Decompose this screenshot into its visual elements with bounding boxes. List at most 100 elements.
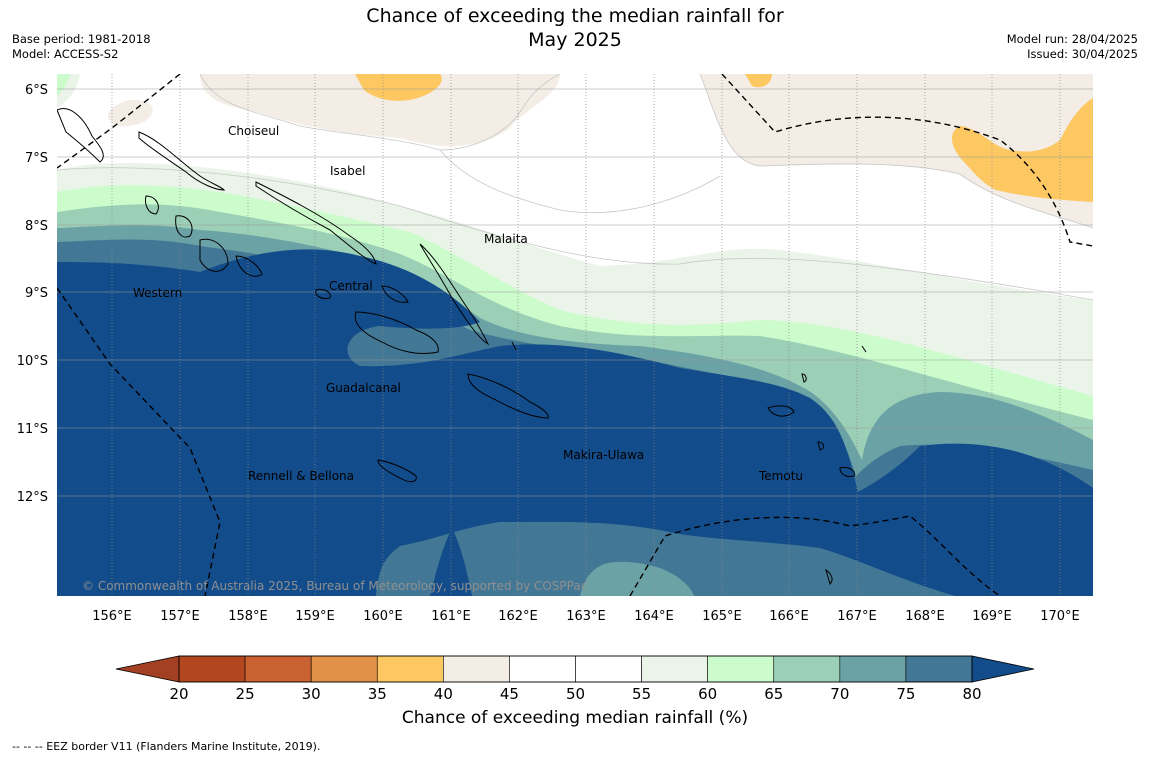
colorbar-swatch (773, 655, 841, 683)
colorbar-tick-label: 60 (698, 685, 717, 703)
colorbar-tick-label: 25 (236, 685, 255, 703)
model-text: Model: ACCESS-S2 (12, 47, 119, 61)
island-new-georgia-b (199, 238, 229, 272)
colorbar-swatch (839, 655, 907, 683)
colorbar-swatch (310, 655, 378, 683)
contour-lines (57, 74, 1093, 301)
title-line-1: Chance of exceeding the median rainfall … (366, 5, 784, 27)
colorbar-swatch (244, 655, 312, 683)
lon-label: 157°E (160, 609, 200, 624)
lat-label: 11°S (17, 422, 48, 437)
colorbar-swatch (905, 655, 973, 683)
colorbar-tick-label: 65 (764, 685, 783, 703)
island-vanikoro (839, 467, 855, 477)
island-isabel (255, 181, 377, 265)
lon-label: 163°E (566, 609, 606, 624)
colorbar-swatch (376, 655, 444, 683)
region-labels: Choiseul Isabel Malaita Western Central … (133, 124, 803, 483)
longitude-labels: 156°E 157°E 158°E 159°E 160°E 161°E 162°… (92, 609, 1080, 624)
lon-label: 160°E (363, 609, 403, 624)
island-small-south (825, 568, 833, 585)
colorbar-label: Chance of exceeding median rainfall (%) (401, 708, 749, 728)
island-outlines (57, 108, 867, 585)
colorbar-swatch (509, 655, 576, 683)
forecast-map: © Commonwealth of Australia 2025, Bureau… (57, 74, 1093, 596)
lat-label: 10°S (17, 354, 48, 369)
colorbar-tick-label: 70 (830, 685, 849, 703)
lon-label: 165°E (702, 609, 742, 624)
colorbar-tick-label: 80 (962, 685, 981, 703)
label-choiseul: Choiseul (228, 124, 279, 138)
title-line-2: May 2025 (528, 29, 622, 51)
colorbar-tick-label: 45 (500, 685, 519, 703)
lon-label: 167°E (837, 609, 877, 624)
lat-label: 9°S (25, 286, 48, 301)
colorbar-swatch (707, 655, 775, 683)
label-isabel: Isabel (330, 164, 365, 178)
lat-label: 7°S (25, 151, 48, 166)
colorbar-frame (178, 655, 973, 683)
eez-border-lines (57, 74, 1093, 596)
eez-footnote: -- -- -- EEZ border V11 (Flanders Marine… (12, 740, 321, 753)
band-70-75-south (580, 561, 694, 596)
island-makira (467, 373, 549, 419)
island-santa-cruz (767, 405, 795, 417)
label-makira-ulawa: Makira-Ulawa (563, 448, 644, 462)
island-florida (381, 285, 409, 303)
lon-label: 169°E (972, 609, 1012, 624)
meta-left: Base period: 1981-2018 Model: ACCESS-S2 (12, 32, 151, 62)
island-islet-east (861, 345, 867, 353)
island-guadalcanal (354, 311, 439, 355)
lat-label: 6°S (25, 83, 48, 98)
meta-right: Model run: 28/04/2025 Issued: 30/04/2025 (1007, 32, 1138, 62)
band-40-45-north (200, 74, 560, 147)
island-choiseul (138, 131, 226, 191)
chart-title: Chance of exceeding the median rainfall … (0, 4, 1150, 52)
band-above-80-inlet (430, 528, 472, 596)
band-40-45-northeast (700, 74, 1093, 228)
grid-lines (57, 88, 1093, 497)
island-vella-lavella (145, 195, 159, 215)
label-western: Western (133, 286, 182, 300)
band-35-40-c (951, 98, 1093, 202)
model-run-text: Model run: 28/04/2025 (1006, 32, 1138, 46)
island-bougainville (57, 108, 104, 163)
island-russell (315, 289, 331, 299)
lon-label: 170°E (1040, 609, 1080, 624)
lon-label: 164°E (634, 609, 674, 624)
colorbar-swatch (443, 655, 510, 683)
copyright-text: © Commonwealth of Australia 2025, Bureau… (82, 579, 587, 593)
meridian-lines (111, 74, 1061, 596)
island-new-georgia-a (175, 215, 193, 238)
colorbar-boxes (178, 655, 973, 683)
island-reef (801, 373, 807, 383)
latitude-labels: 6°S 7°S 8°S 9°S 10°S 11°S 12°S (17, 83, 48, 505)
label-malaita: Malaita (484, 232, 528, 246)
island-malaita (419, 243, 490, 346)
lon-label: 158°E (228, 609, 268, 624)
label-central: Central (329, 279, 373, 293)
band-60-65-corner (57, 74, 70, 96)
colorbar-high-extend (971, 655, 1035, 683)
island-utupua (817, 441, 825, 451)
band-above-80 (57, 249, 1093, 596)
label-rennell-bellona: Rennell & Bellona (248, 469, 354, 483)
label-guadalcanal: Guadalcanal (326, 381, 401, 395)
colorbar-low-extend (115, 655, 180, 683)
lon-label: 156°E (92, 609, 132, 624)
colorbar-tick-label: 50 (566, 685, 585, 703)
band-35-40-a (355, 74, 442, 101)
issued-text: Issued: 30/04/2025 (1027, 47, 1138, 61)
colorbar-swatch (575, 655, 642, 683)
colorbar-tick-label: 35 (368, 685, 387, 703)
colorbar-tick-label: 55 (632, 685, 651, 703)
label-temotu: Temotu (758, 469, 803, 483)
lon-label: 162°E (498, 609, 538, 624)
lon-label: 166°E (769, 609, 809, 624)
island-rennell (377, 459, 417, 483)
island-sikaiana (511, 341, 517, 351)
colorbar-tick-label: 40 (434, 685, 453, 703)
colorbar-swatch (641, 655, 708, 683)
lon-label: 159°E (295, 609, 335, 624)
